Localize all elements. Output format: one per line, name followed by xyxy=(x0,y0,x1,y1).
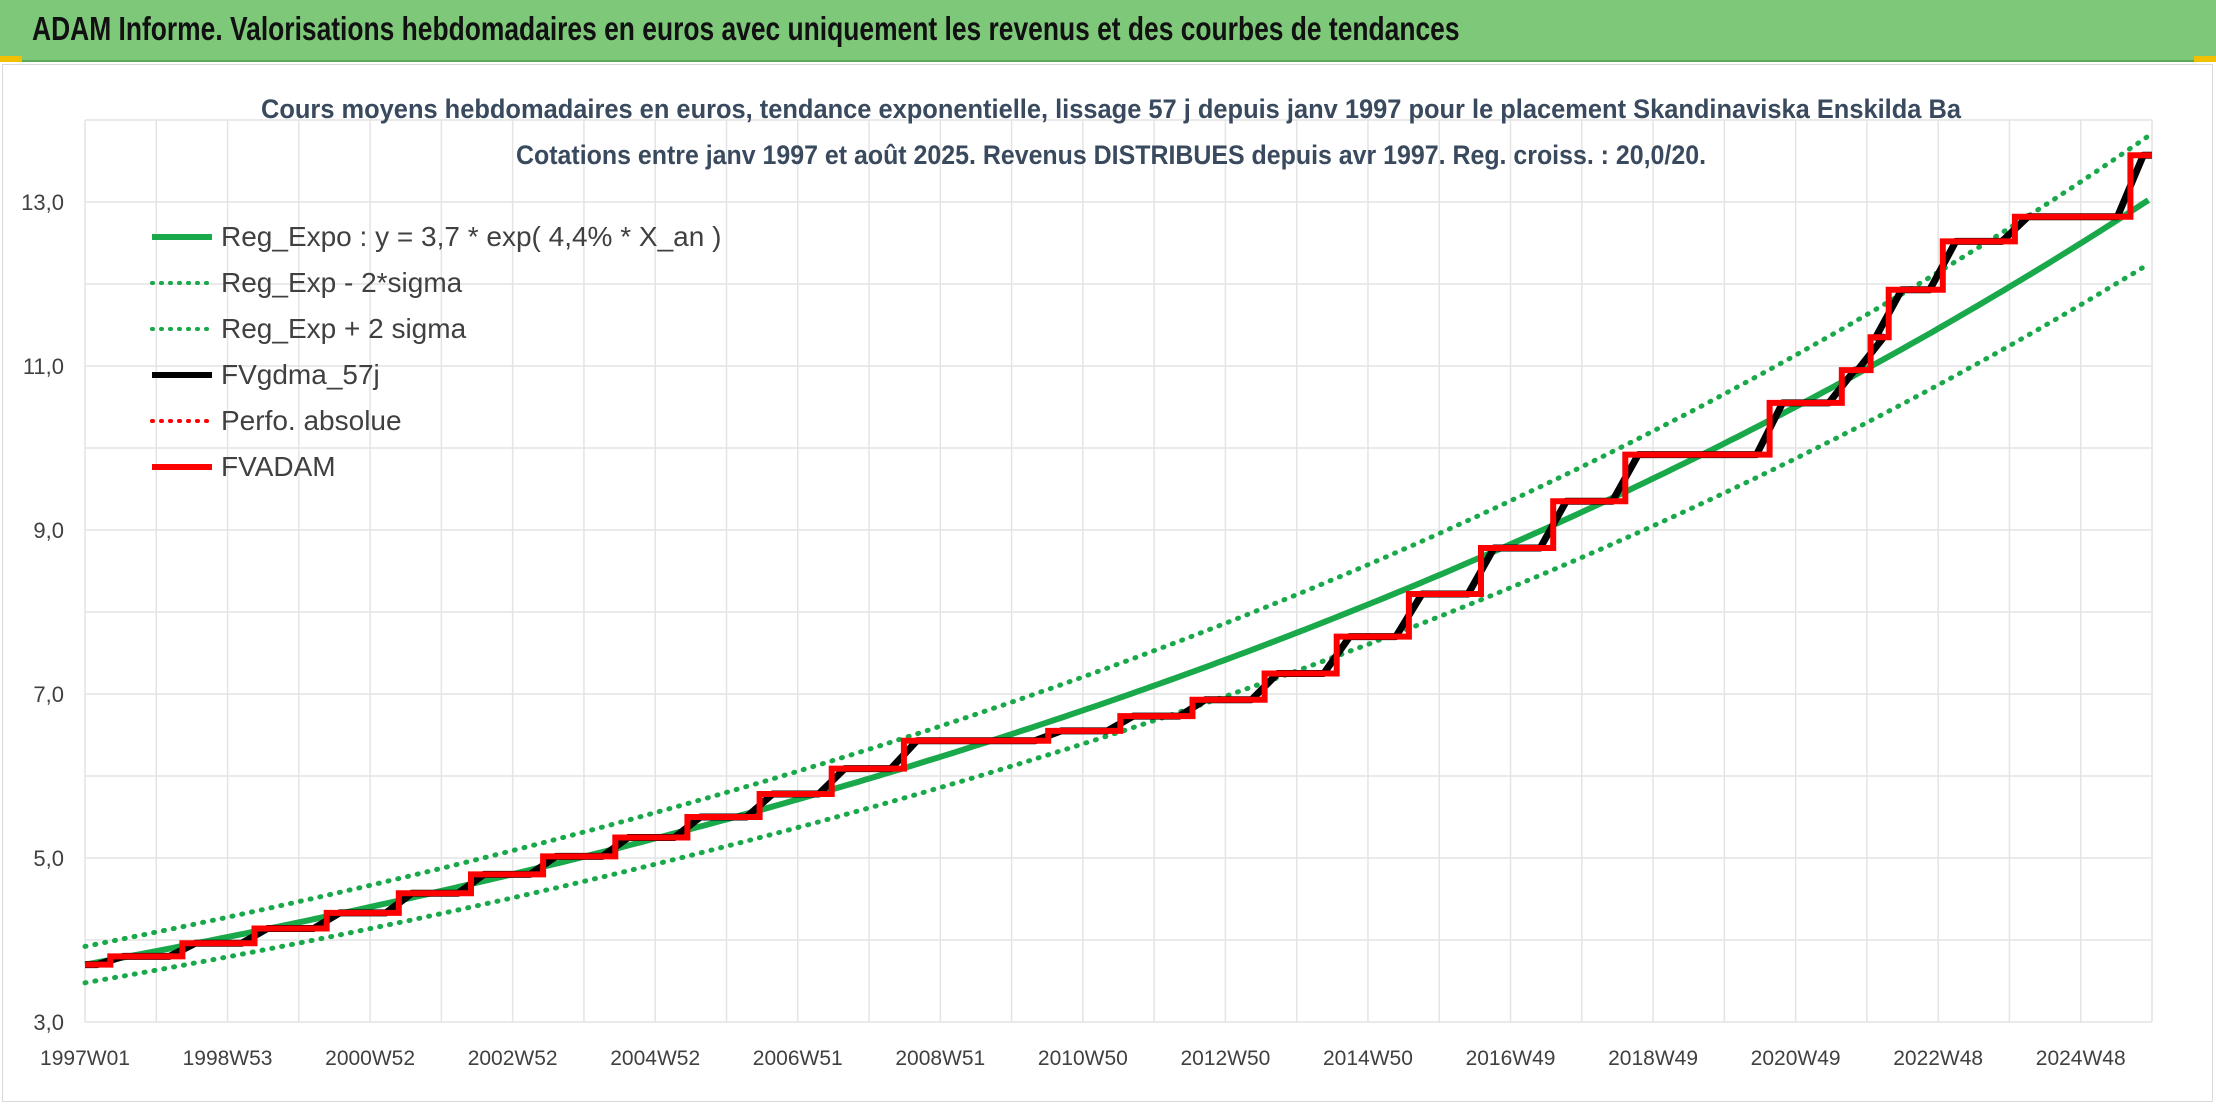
y-tick-label: 9,0 xyxy=(33,518,64,543)
x-tick-label: 2016W49 xyxy=(1466,1047,1556,1070)
x-tick-label: 1997W01 xyxy=(40,1047,130,1070)
x-tick-label: 2022W48 xyxy=(1893,1047,1983,1070)
chart-frame xyxy=(2,64,2213,1102)
corner-marker-right xyxy=(2194,56,2216,62)
legend: Reg_Expo : y = 3,7 * exp( 4,4% * X_an ) R… xyxy=(150,221,721,482)
chart-title-line1: Cours moyens hebdomadaires en euros, ten… xyxy=(261,94,1962,124)
x-tick-label: 2000W52 xyxy=(325,1047,415,1070)
y-tick-label: 5,0 xyxy=(33,846,64,871)
x-tick-label: 2012W50 xyxy=(1180,1047,1270,1070)
y-tick-label: 13,0 xyxy=(21,190,64,215)
x-tick-label: 2020W49 xyxy=(1751,1047,1841,1070)
y-tick-label: 11,0 xyxy=(23,354,64,379)
corner-marker-left xyxy=(0,56,22,62)
legend-label: Reg_Exp - 2*sigma xyxy=(221,267,463,298)
y-tick-label: 3,0 xyxy=(33,1010,64,1035)
series-fvadam xyxy=(85,152,2152,968)
x-tick-label: 2002W52 xyxy=(468,1047,558,1070)
legend-label: Perfo. absolue xyxy=(221,405,402,436)
legend-label: Reg_Exp + 2 sigma xyxy=(221,313,467,344)
series-reg-exp-plus-2sigma xyxy=(82,133,2151,949)
grid-lines xyxy=(84,119,2153,1023)
y-axis-tick-labels: 3,0 5,0 7,0 9,0 11,0 13,0 xyxy=(21,190,64,1035)
x-tick-label: 2018W49 xyxy=(1608,1047,1698,1070)
x-tick-label: 2014W50 xyxy=(1323,1047,1413,1070)
chart-title-line2: Cotations entre janv 1997 et août 2025. … xyxy=(516,140,1706,170)
legend-label: FVADAM xyxy=(221,451,336,482)
x-tick-label: 2024W48 xyxy=(2036,1047,2126,1070)
x-axis-tick-labels: 1997W01 1998W53 2000W52 2002W52 2004W52 2006W… xyxy=(40,1047,2126,1070)
x-tick-label: 2006W51 xyxy=(753,1047,843,1070)
x-tick-label: 1998W53 xyxy=(183,1047,273,1070)
x-tick-label: 2004W52 xyxy=(610,1047,700,1070)
x-tick-label: 2008W51 xyxy=(895,1047,985,1070)
y-tick-label: 7,0 xyxy=(33,682,64,707)
page-title: ADAM Informe. Valorisations hebdomadaire… xyxy=(32,10,1460,47)
legend-label: Reg_Expo : y = 3,7 * exp( 4,4% * X_an ) xyxy=(221,221,721,252)
legend-label: FVgdma_57j xyxy=(221,359,380,390)
x-tick-label: 2010W50 xyxy=(1038,1047,1128,1070)
series-group xyxy=(82,133,2152,986)
header-banner: ADAM Informe. Valorisations hebdomadaire… xyxy=(0,0,2216,62)
